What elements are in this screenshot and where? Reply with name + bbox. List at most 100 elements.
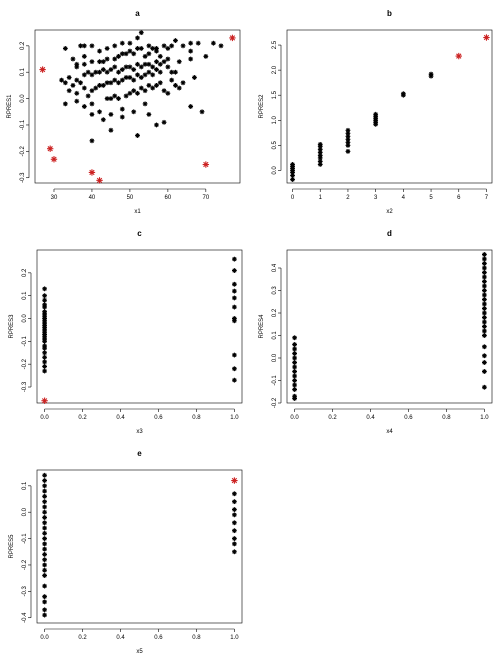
data-point — [161, 43, 167, 49]
y-tick-label: -0.3 — [20, 172, 26, 183]
data-point — [232, 499, 237, 505]
data-point — [482, 315, 487, 320]
x-tick-label: 2 — [346, 195, 350, 201]
data-point — [142, 72, 148, 78]
data-point — [482, 279, 487, 284]
data-point — [42, 509, 47, 515]
x-tick-label: 3 — [374, 195, 378, 201]
data-point — [42, 364, 47, 369]
y-tick-label: 0.1 — [20, 67, 26, 76]
plot-frame — [34, 29, 241, 184]
data-point — [112, 64, 118, 70]
data-point — [119, 67, 125, 72]
data-point — [142, 53, 148, 59]
highlighted-point — [231, 477, 238, 484]
x-tick-label: 0.6 — [154, 415, 163, 421]
data-point — [62, 101, 68, 107]
highlighted-point — [50, 156, 58, 163]
data-point — [42, 350, 47, 356]
data-point — [89, 88, 95, 94]
data-point — [81, 85, 87, 91]
data-point — [85, 93, 91, 99]
data-point — [154, 122, 159, 128]
y-tick-label: 0.2 — [20, 41, 26, 50]
data-point — [345, 127, 351, 133]
data-point — [192, 75, 197, 80]
data-point — [232, 304, 237, 310]
data-point — [165, 90, 171, 96]
highlighted-point — [96, 177, 103, 184]
y-tick-label: 0.0 — [20, 94, 26, 103]
y-tick-label: 0.1 — [22, 481, 28, 490]
data-point — [482, 333, 487, 338]
data-point — [157, 61, 163, 67]
data-point — [292, 382, 297, 388]
data-point — [104, 46, 110, 51]
data-point — [232, 318, 237, 324]
data-point — [292, 346, 297, 352]
data-point — [116, 69, 121, 75]
x-tick-label: 30 — [51, 195, 58, 201]
data-point — [42, 354, 47, 360]
panel-d: d 0.0 0.2 0.4 0.6 0.8 1.0 -0.2 -0.1 0.0 0.1 0.2 0.3 0… — [259, 229, 493, 435]
data-point — [146, 82, 152, 88]
y-tick-label: 0.0 — [272, 353, 278, 362]
data-point — [317, 159, 323, 164]
data-point — [97, 82, 102, 88]
data-point — [292, 355, 297, 361]
data-point — [42, 557, 47, 563]
data-point — [74, 64, 80, 70]
data-point — [119, 77, 125, 83]
data-point — [70, 56, 76, 62]
y-tick-label: -0.3 — [22, 381, 28, 392]
data-point — [290, 162, 295, 167]
data-point — [161, 119, 167, 125]
data-point — [97, 69, 102, 75]
data-point — [188, 56, 194, 62]
data-point — [180, 80, 186, 86]
plot-frame — [286, 249, 493, 404]
x-tick-label: 0.0 — [290, 415, 299, 421]
data-point — [135, 72, 140, 78]
y-tick-label: -0.1 — [22, 336, 28, 347]
data-point — [131, 67, 137, 72]
plot-frame — [36, 469, 243, 624]
x-tick-label: 5 — [429, 195, 433, 201]
data-point — [292, 342, 297, 347]
y-tick-label: 1.0 — [272, 115, 278, 124]
data-point — [232, 528, 237, 534]
data-point — [81, 104, 87, 109]
data-point — [42, 515, 47, 520]
data-point — [157, 53, 163, 59]
data-point — [42, 536, 47, 541]
data-point — [232, 295, 237, 301]
data-point — [42, 607, 47, 613]
x-tick-label: 6 — [457, 195, 461, 201]
data-point — [104, 69, 110, 75]
data-point — [232, 541, 237, 547]
data-point — [146, 112, 152, 117]
panel-e: e 0.0 0.2 0.4 0.6 0.8 1.0 -0.4 -0.3 -0.2 -0.1 0.0 0.… — [9, 449, 243, 655]
data-point — [42, 541, 47, 547]
x-tick-label: 4 — [402, 195, 406, 201]
data-point — [138, 64, 144, 70]
data-point — [146, 61, 152, 67]
data-point — [482, 306, 487, 311]
data-point — [89, 72, 95, 78]
y-axis-label: RPRES4 — [259, 314, 265, 339]
data-point — [108, 96, 114, 101]
x-tick-label: 7 — [485, 195, 489, 201]
x-tick-label: 40 — [89, 195, 96, 201]
data-point — [482, 328, 487, 334]
x-tick-label: 0.8 — [192, 635, 201, 641]
data-point — [70, 82, 76, 88]
data-point — [146, 51, 152, 57]
panel-title: e — [137, 449, 142, 458]
data-point — [165, 46, 171, 51]
y-axis-label: RPRES5 — [9, 534, 15, 559]
data-point — [135, 61, 140, 67]
data-point — [482, 283, 487, 289]
data-point — [42, 546, 47, 552]
x-tick-label: 1 — [319, 195, 323, 201]
